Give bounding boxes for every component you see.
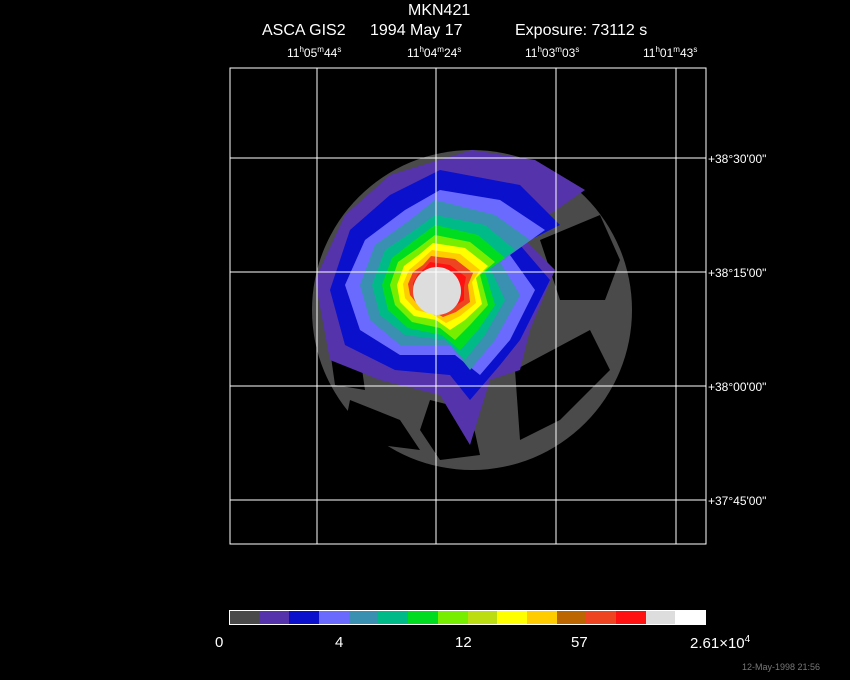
xray-intensity-map	[230, 68, 706, 544]
colorbar-swatch	[319, 611, 349, 624]
colorbar	[229, 610, 706, 625]
dec-tick-label: +38°30'00"	[708, 152, 767, 166]
colorbar-swatch	[378, 611, 409, 624]
timestamp: 12-May-1998 21:56	[742, 662, 821, 672]
colorbar-swatch	[556, 611, 587, 624]
colorbar-swatch	[289, 611, 320, 624]
colorbar-tick-label: 12	[455, 634, 472, 651]
colorbar-min-label: 0	[215, 634, 224, 651]
source-core	[413, 267, 461, 315]
ra-tick-label: 11h05m44s	[287, 45, 342, 60]
exposure-label: Exposure: 73112 s	[515, 22, 648, 39]
dec-tick-label: +38°00'00"	[708, 380, 767, 394]
colorbar-swatch	[497, 611, 527, 624]
colorbar-swatch	[615, 611, 646, 624]
colorbar-swatch	[526, 611, 557, 624]
colorbar-swatch	[675, 611, 705, 624]
dec-tick-label: +37°45'00"	[708, 494, 767, 508]
colorbar-swatch	[348, 611, 379, 624]
colorbar-swatch	[408, 611, 438, 624]
colorbar-swatch	[586, 611, 616, 624]
low-count-region	[515, 330, 610, 440]
coordinate-grid	[230, 68, 706, 544]
colorbar-swatch	[437, 611, 468, 624]
colorbar-tick-label: 57	[571, 634, 588, 651]
colorbar-tick-label: 4	[335, 634, 344, 651]
low-count-region	[540, 215, 620, 300]
colorbar-swatch	[259, 611, 290, 624]
dec-tick-label: +38°15'00"	[708, 266, 767, 280]
colorbar-swatch	[467, 611, 498, 624]
colorbar-swatch	[645, 611, 676, 624]
colorbar-swatch	[230, 611, 260, 624]
low-count-region	[345, 400, 420, 450]
ra-tick-label: 11h03m03s	[525, 45, 580, 60]
colorbar-max-label: 2.61×104	[690, 634, 751, 652]
ra-tick-label: 11h01m43s	[643, 45, 698, 60]
instrument-label: ASCA GIS2	[262, 22, 346, 39]
object-title: MKN421	[408, 2, 471, 19]
ra-tick-label: 11h04m24s	[407, 45, 462, 60]
date-label: 1994 May 17	[370, 22, 463, 39]
image-frame	[229, 67, 707, 545]
